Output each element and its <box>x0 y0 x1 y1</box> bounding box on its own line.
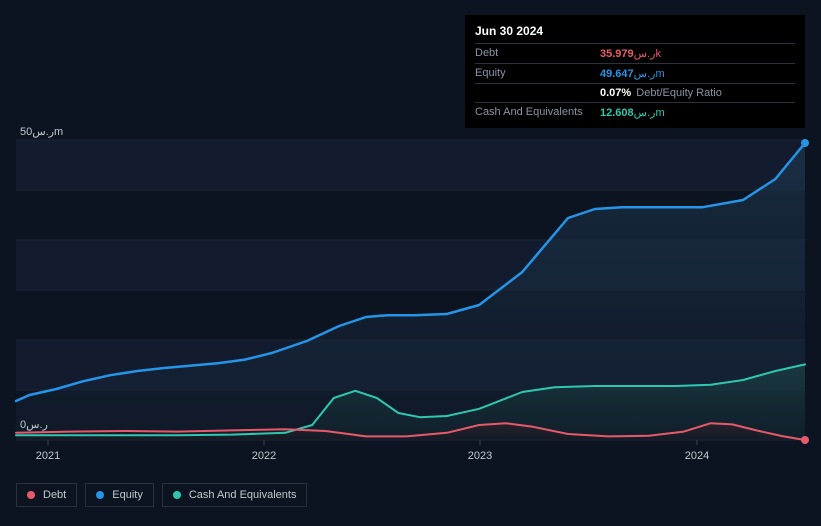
x-axis-label: 2023 <box>468 450 492 462</box>
legend-item-equity[interactable]: Equity <box>85 483 154 507</box>
legend-label: Cash And Equivalents <box>189 489 297 501</box>
legend-dot-icon <box>173 491 181 499</box>
legend-item-cash-and-equivalents[interactable]: Cash And Equivalents <box>162 483 308 507</box>
legend-dot-icon <box>96 491 104 499</box>
tooltip-label: Cash And Equivalents <box>475 106 600 119</box>
tooltip-row: Debt35.979ر.سk <box>475 43 795 63</box>
legend-label: Equity <box>112 489 143 501</box>
tooltip-label <box>475 87 600 99</box>
legend-dot-icon <box>27 491 35 499</box>
legend-label: Debt <box>43 489 66 501</box>
y-axis-label: 0ر.س <box>20 418 48 431</box>
x-axis-label: 2022 <box>252 450 276 462</box>
grid-row <box>16 140 805 190</box>
tooltip-row: 0.07% Debt/Equity Ratio <box>475 83 795 102</box>
tooltip-value: 12.608ر.سm <box>600 106 665 119</box>
tooltip-value: 49.647ر.سm <box>600 67 665 80</box>
tooltip-value: 35.979ر.سk <box>600 47 661 60</box>
legend: Debt Equity Cash And Equivalents <box>16 483 307 507</box>
x-axis-label: 2021 <box>36 450 60 462</box>
series-endpoint-equity <box>801 139 809 147</box>
tooltip-label: Equity <box>475 67 600 80</box>
tooltip-date: Jun 30 2024 <box>475 21 795 43</box>
tooltip-label: Debt <box>475 47 600 60</box>
chart-tooltip: Jun 30 2024 Debt35.979ر.سkEquity49.647ر.… <box>465 15 805 128</box>
y-axis-label: 50ر.سm <box>20 125 63 138</box>
tooltip-value: 0.07% Debt/Equity Ratio <box>600 87 722 99</box>
tooltip-row: Cash And Equivalents12.608ر.سm <box>475 102 795 122</box>
series-endpoint-debt <box>801 436 809 444</box>
x-axis-label: 2024 <box>685 450 709 462</box>
tooltip-row: Equity49.647ر.سm <box>475 63 795 83</box>
legend-item-debt[interactable]: Debt <box>16 483 77 507</box>
